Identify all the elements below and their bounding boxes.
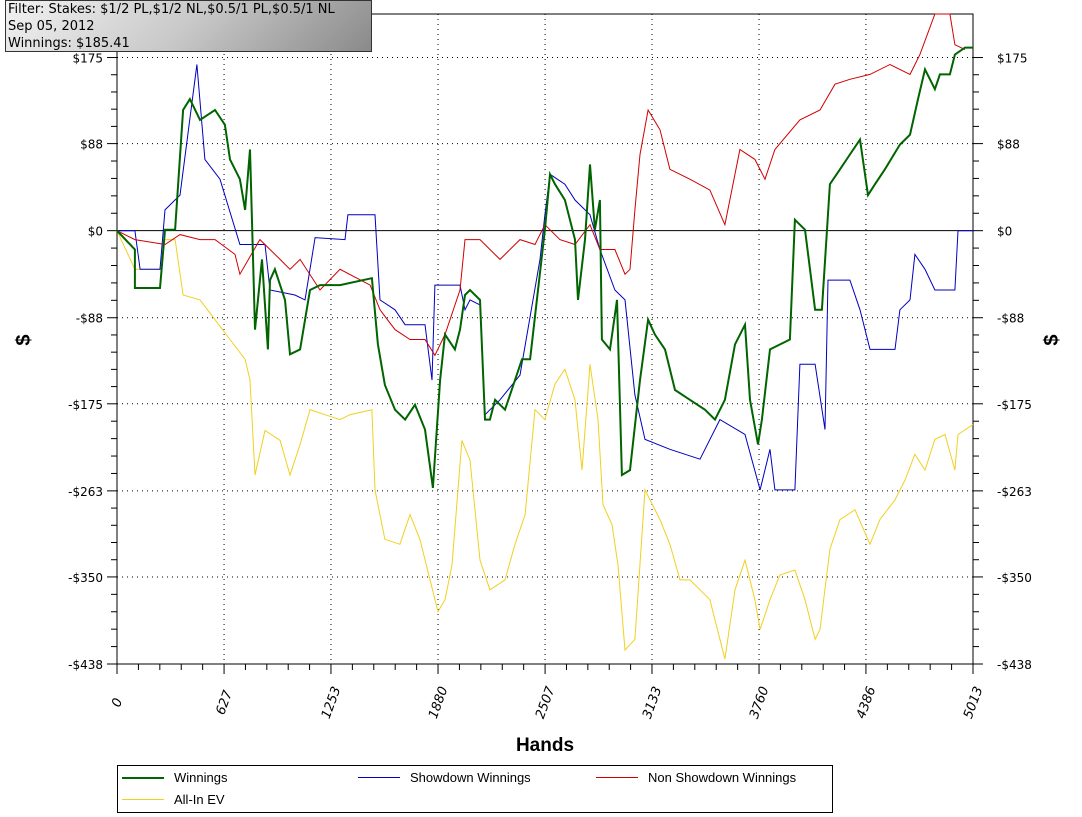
x-tick-label: 3133 (640, 685, 665, 721)
y-tick-label-left: $0 (88, 225, 103, 239)
x-tick-label: 5013 (961, 685, 986, 721)
y-tick-label-left: -$88 (76, 312, 103, 326)
legend-item-winnings: Winnings (122, 770, 227, 785)
legend-swatch (596, 777, 638, 778)
x-tick-label: 627 (213, 688, 236, 717)
x-tick-label: 2507 (533, 684, 559, 721)
x-tick-label: 3760 (747, 685, 772, 721)
y-tick-label-left: -$175 (68, 398, 103, 412)
y-tick-label-right: -$175 (997, 398, 1032, 412)
y-tick-label-left: $88 (80, 138, 103, 152)
legend: Winnings Showdown Winnings Non Showdown … (117, 765, 833, 813)
filter-text: Filter: Stakes: $1/2 PL,$1/2 NL,$0.5/1 P… (8, 2, 335, 17)
x-axis-label: Hands (516, 735, 574, 756)
y-tick-label-left: -$438 (68, 658, 103, 672)
x-tick-label: 0 (109, 696, 126, 709)
series-line-all-in-ev (116, 230, 974, 660)
y-tick-label-right: $88 (997, 138, 1020, 152)
y-tick-label-right: $0 (997, 225, 1012, 239)
y-tick-label-right: -$438 (997, 658, 1032, 672)
date-text: Sep 05, 2012 (8, 19, 95, 34)
legend-label: Showdown Winnings (410, 770, 531, 785)
x-tick-label: 4386 (854, 685, 879, 721)
legend-item-all-in-ev: All-In EV (122, 792, 225, 807)
info-box: Filter: Stakes: $1/2 PL,$1/2 NL,$0.5/1 P… (5, 0, 372, 52)
y-tick-label-right: -$88 (997, 312, 1024, 326)
x-tick-label: 1253 (319, 685, 344, 721)
x-tick-label: 1880 (426, 685, 451, 721)
legend-label: Non Showdown Winnings (648, 770, 797, 785)
legend-swatch (122, 776, 164, 779)
series-line-winnings (116, 46, 973, 489)
legend-label: All-In EV (174, 792, 225, 807)
y-tick-label-left: $175 (72, 52, 103, 66)
y-axis-label-right: $ (1041, 334, 1063, 345)
legend-item-showdown: Showdown Winnings (358, 770, 531, 785)
y-axis-label-left: $ (13, 334, 35, 345)
y-tick-label-left: -$350 (68, 571, 103, 585)
winnings-text: Winnings: $185.41 (8, 36, 130, 51)
y-tick-label-right: -$350 (997, 571, 1032, 585)
legend-swatch (122, 799, 164, 800)
y-tick-label-left: -$263 (68, 485, 103, 499)
y-tick-label-right: -$263 (997, 485, 1032, 499)
legend-label: Winnings (174, 770, 228, 785)
y-tick-label-right: $175 (997, 52, 1028, 66)
legend-swatch (358, 777, 400, 778)
legend-item-non-showdown: Non Showdown Winnings (596, 770, 796, 785)
